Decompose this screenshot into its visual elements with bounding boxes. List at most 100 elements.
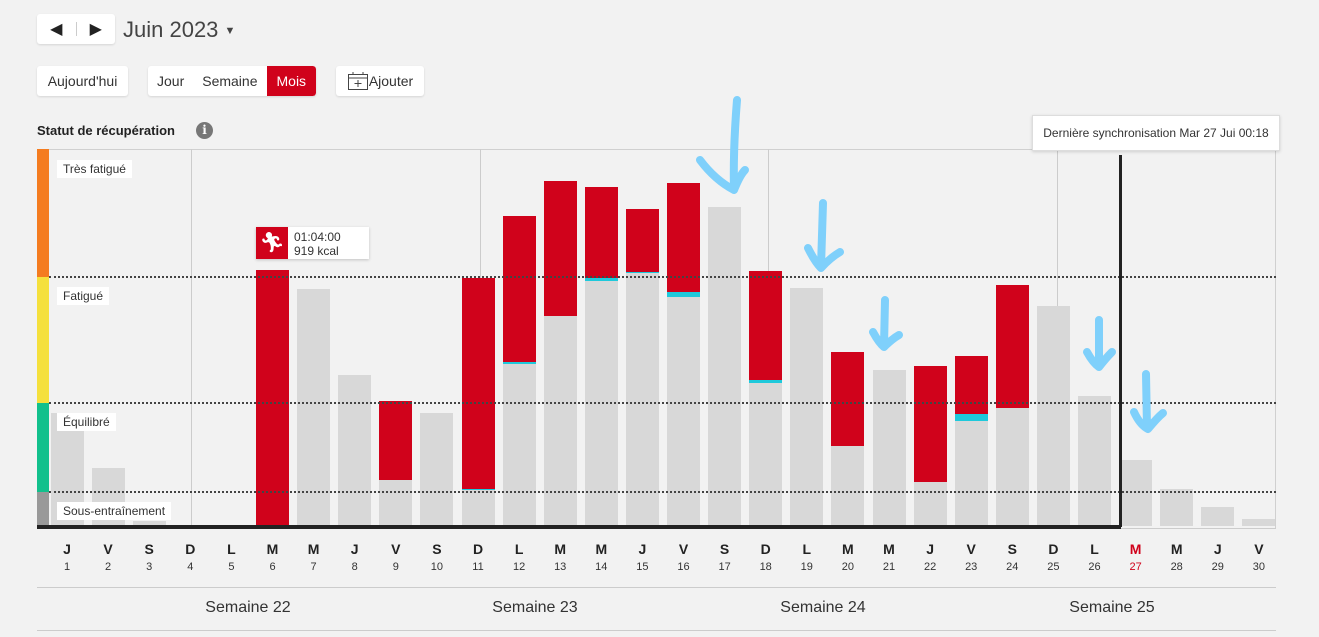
- bar-recovery-day-26[interactable]: [1078, 395, 1111, 526]
- bar-recovery-day-8[interactable]: [338, 375, 372, 526]
- bar-cyan-day-15[interactable]: [625, 271, 659, 274]
- bar-training-day-11[interactable]: [461, 277, 495, 489]
- day-column-label[interactable]: V 23: [956, 541, 986, 573]
- day-column-label[interactable]: M 28: [1162, 541, 1192, 573]
- bar-training-day-12[interactable]: [502, 216, 536, 362]
- add-button[interactable]: Ajouter: [336, 66, 424, 96]
- bar-recovery-day-28[interactable]: [1160, 489, 1194, 526]
- day-number: 28: [1170, 561, 1183, 573]
- bar-recovery-day-10[interactable]: [420, 412, 454, 526]
- add-label: Ajouter: [368, 73, 414, 89]
- day-number: 6: [269, 561, 276, 573]
- day-column-label[interactable]: L 12: [504, 541, 534, 573]
- bar-training-day-23[interactable]: [954, 355, 988, 414]
- day-column-label[interactable]: S 10: [422, 541, 452, 573]
- bar-recovery-day-18[interactable]: [749, 382, 783, 526]
- day-number: 19: [800, 561, 813, 573]
- bar-recovery-day-23[interactable]: [954, 420, 988, 526]
- bar-cyan-day-23[interactable]: [954, 413, 988, 421]
- weekday-letter: J: [638, 541, 647, 557]
- bar-cyan-day-14[interactable]: [584, 277, 618, 281]
- day-column-label[interactable]: D 11: [463, 541, 493, 573]
- bar-recovery-day-9[interactable]: [379, 480, 413, 526]
- divider: [37, 630, 1276, 631]
- bar-recovery-day-17[interactable]: [708, 207, 742, 526]
- weekday-letter: M: [266, 541, 279, 557]
- info-icon[interactable]: i: [196, 122, 213, 139]
- day-column-label[interactable]: L 26: [1080, 541, 1110, 573]
- week-label: Semaine 23: [492, 599, 578, 616]
- day-column-label[interactable]: V 16: [669, 541, 699, 573]
- day-column-label[interactable]: M 27: [1121, 541, 1151, 573]
- today-button[interactable]: Aujourd'hui: [37, 66, 128, 96]
- day-column-label[interactable]: S 24: [997, 541, 1027, 573]
- bar-cyan-day-11[interactable]: [461, 488, 495, 491]
- day-number: 5: [228, 561, 235, 573]
- previous-month-button[interactable]: ◀: [50, 21, 63, 38]
- bar-recovery-day-29[interactable]: [1201, 507, 1235, 526]
- bar-recovery-day-13[interactable]: [543, 316, 577, 526]
- weekday-letter: D: [760, 541, 771, 557]
- bar-recovery-day-11[interactable]: [461, 490, 495, 526]
- bar-training-day-13[interactable]: [543, 181, 577, 316]
- bar-training-day-6[interactable]: [256, 269, 289, 526]
- day-column-label[interactable]: S 17: [710, 541, 740, 573]
- day-column-label[interactable]: D 18: [751, 541, 781, 573]
- view-week-button[interactable]: Semaine: [202, 73, 258, 89]
- bar-recovery-day-25[interactable]: [1036, 305, 1070, 526]
- bar-recovery-day-7[interactable]: [297, 288, 331, 526]
- bar-training-day-15[interactable]: [625, 209, 659, 272]
- bar-recovery-day-21[interactable]: [872, 369, 906, 526]
- day-column-label[interactable]: L 19: [792, 541, 822, 573]
- bar-recovery-day-24[interactable]: [995, 407, 1029, 526]
- day-column-label[interactable]: M 14: [586, 541, 616, 573]
- day-column-label[interactable]: J 29: [1203, 541, 1233, 573]
- weekday-letter: D: [185, 541, 196, 557]
- week-gridline: [191, 149, 192, 526]
- bar-cyan-day-18[interactable]: [749, 379, 783, 383]
- zone-balanced: [37, 403, 49, 492]
- week-label: Semaine 25: [1069, 599, 1155, 616]
- view-day-button[interactable]: Jour: [157, 73, 185, 89]
- bar-training-day-20[interactable]: [831, 352, 865, 447]
- day-column-label[interactable]: V 30: [1244, 541, 1274, 573]
- bar-training-day-22[interactable]: [913, 366, 947, 482]
- bar-training-day-16[interactable]: [667, 182, 700, 292]
- bar-recovery-day-30[interactable]: [1242, 518, 1276, 526]
- day-column-label[interactable]: M 13: [545, 541, 575, 573]
- view-month-button[interactable]: Mois: [266, 66, 316, 96]
- bar-cyan-day-16[interactable]: [667, 291, 700, 298]
- day-column-label[interactable]: J 22: [915, 541, 945, 573]
- bar-training-day-9[interactable]: [379, 400, 413, 480]
- bar-training-day-14[interactable]: [584, 187, 618, 278]
- activity-tooltip[interactable]: 🏃︎ 01:04:00 919 kcal: [256, 227, 369, 259]
- month-selector[interactable]: Juin 2023 ▼: [123, 17, 235, 43]
- bar-recovery-day-22[interactable]: [913, 481, 947, 526]
- bar-recovery-day-12[interactable]: [502, 363, 536, 526]
- bar-recovery-day-19[interactable]: [790, 288, 824, 526]
- bar-recovery-day-27[interactable]: [1119, 460, 1153, 526]
- day-column-label[interactable]: M 20: [833, 541, 863, 573]
- next-month-button[interactable]: ▶: [89, 21, 102, 38]
- bar-training-day-24[interactable]: [995, 285, 1029, 408]
- bar-recovery-day-3[interactable]: [132, 521, 166, 526]
- bar-recovery-day-16[interactable]: [667, 297, 700, 526]
- day-column-label[interactable]: J 15: [627, 541, 657, 573]
- weekday-letter: J: [63, 541, 71, 557]
- day-column-label[interactable]: M 21: [874, 541, 904, 573]
- bar-recovery-day-15[interactable]: [625, 273, 659, 526]
- day-number: 29: [1211, 561, 1224, 573]
- day-column-label[interactable]: D 25: [1038, 541, 1068, 573]
- bar-recovery-day-20[interactable]: [831, 446, 865, 526]
- bar-cyan-day-12[interactable]: [502, 361, 536, 364]
- bar-training-day-18[interactable]: [749, 271, 783, 380]
